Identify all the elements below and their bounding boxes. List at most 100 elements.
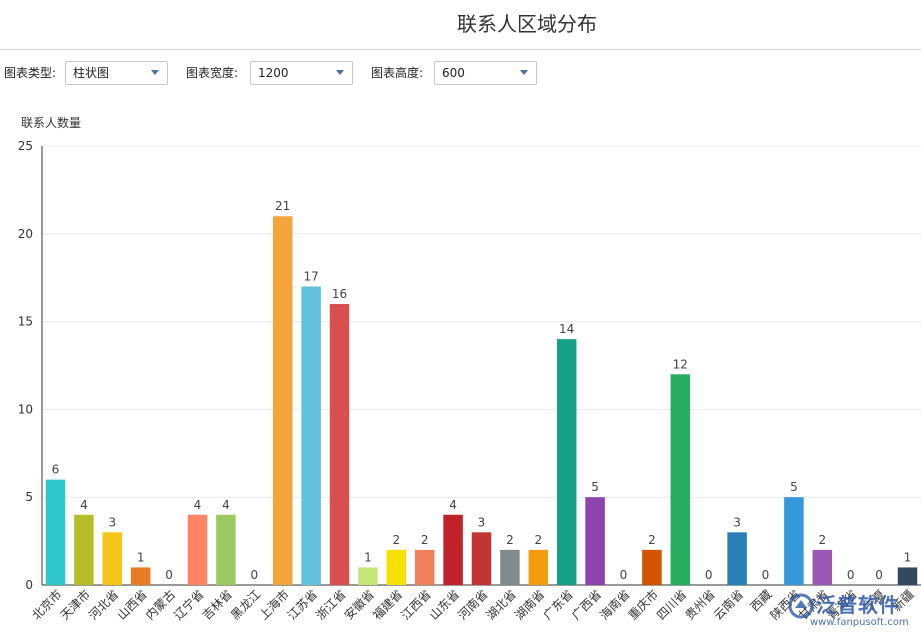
- x-tick-label: 吉林省: [200, 587, 235, 622]
- bar: [301, 286, 321, 585]
- x-tick-label: 湖南省: [511, 587, 547, 623]
- bar: [642, 549, 662, 585]
- data-label: 0: [165, 568, 173, 582]
- bar: [897, 567, 918, 585]
- data-label: 17: [303, 269, 318, 283]
- data-label: 2: [506, 533, 514, 547]
- data-label: 21: [275, 199, 290, 213]
- x-tick-label: 河北省: [86, 587, 121, 622]
- x-tick-label: 海南省: [597, 587, 633, 623]
- x-tick-label: 辽宁省: [171, 587, 207, 623]
- bar: [500, 549, 520, 585]
- data-label: 12: [673, 357, 688, 371]
- chart-width-select[interactable]: 1200: [250, 61, 353, 85]
- watermark-url: www.fanpusoft.com: [810, 617, 909, 628]
- bar-chart: 05101520256北京市4天津市3河北省1山西省0内蒙古4辽宁省4吉林省0黑…: [18, 139, 921, 623]
- y-tick-label: 0: [25, 578, 33, 592]
- data-label: 0: [705, 568, 713, 582]
- data-label: 6: [52, 463, 60, 477]
- bar: [74, 514, 94, 585]
- y-tick-label: 20: [18, 227, 33, 241]
- bar: [784, 497, 804, 585]
- data-label: 0: [847, 568, 855, 582]
- chart-type-label: 图表类型:: [4, 66, 57, 80]
- data-label: 2: [818, 533, 826, 547]
- bar: [358, 567, 378, 585]
- bar: [556, 339, 577, 585]
- chevron-down-icon: [336, 70, 344, 75]
- data-label: 3: [478, 515, 486, 529]
- data-label: 2: [534, 533, 542, 547]
- y-tick-label: 15: [18, 315, 33, 329]
- x-tick-label: 福建省: [369, 587, 405, 623]
- page-title: 联系人区域分布: [457, 12, 597, 36]
- chart-height-value: 600: [442, 66, 465, 80]
- x-tick-label: 天津市: [57, 587, 93, 623]
- data-label: 0: [620, 568, 628, 582]
- brand-logo-icon: [788, 593, 814, 619]
- x-tick-label: 浙江省: [313, 587, 348, 622]
- x-tick-label: 贵州省: [682, 587, 717, 622]
- y-tick-label: 5: [25, 490, 33, 504]
- data-label: 5: [790, 480, 798, 494]
- data-label: 2: [421, 533, 429, 547]
- data-label: 4: [449, 498, 457, 512]
- x-tick-label: 安徽省: [341, 587, 377, 623]
- bar: [45, 479, 66, 585]
- x-tick-label: 北京市: [29, 587, 65, 623]
- data-label: 5: [591, 480, 599, 494]
- chart-type-value: 柱状图: [73, 66, 110, 80]
- x-tick-label: 广东省: [540, 587, 575, 622]
- data-label: 0: [875, 568, 883, 582]
- bar: [130, 567, 151, 585]
- header-divider: [0, 49, 921, 50]
- data-label: 4: [194, 498, 202, 512]
- data-label: 14: [559, 322, 574, 336]
- chart-type-select[interactable]: 柱状图: [65, 61, 168, 85]
- data-label: 3: [733, 515, 741, 529]
- data-label: 1: [364, 550, 372, 564]
- chevron-down-icon: [520, 70, 528, 75]
- bar: [386, 549, 407, 585]
- bar: [670, 374, 691, 585]
- watermark: 泛普软件 www.fanpusoft.com: [786, 587, 921, 635]
- x-tick-label: 江苏省: [285, 587, 320, 622]
- data-label: 2: [648, 533, 656, 547]
- chart-height-label: 图表高度:: [371, 66, 424, 80]
- bar: [102, 532, 123, 585]
- data-label: 1: [904, 550, 912, 564]
- x-tick-label: 四川省: [654, 587, 689, 622]
- y-tick-label: 25: [18, 139, 33, 153]
- data-label: 2: [392, 533, 400, 547]
- bar: [414, 549, 435, 585]
- bar: [443, 514, 463, 585]
- bar: [187, 514, 208, 585]
- data-label: 16: [332, 287, 347, 301]
- x-tick-label: 山西省: [114, 587, 149, 622]
- y-axis-title: 联系人数量: [21, 116, 82, 130]
- x-tick-label: 云南省: [710, 587, 746, 623]
- bar: [727, 532, 747, 585]
- chart-height-select[interactable]: 600: [434, 61, 537, 85]
- x-tick-label: 广西省: [569, 587, 604, 622]
- bar: [329, 304, 350, 585]
- y-tick-label: 10: [18, 402, 33, 416]
- x-tick-label: 山东省: [427, 587, 462, 622]
- data-label: 0: [762, 568, 770, 582]
- data-label: 4: [80, 498, 88, 512]
- watermark-brand: 泛普软件: [816, 593, 900, 617]
- data-label: 3: [108, 515, 116, 529]
- chart-width-value: 1200: [258, 66, 289, 80]
- chevron-down-icon: [151, 70, 159, 75]
- x-tick-label: 河南省: [455, 587, 491, 623]
- data-label: 4: [222, 498, 230, 512]
- x-tick-label: 江西省: [398, 587, 433, 622]
- x-tick-label: 内蒙古: [142, 587, 178, 623]
- bar: [528, 549, 549, 585]
- x-tick-label: 湖北省: [483, 587, 519, 623]
- bar: [585, 497, 605, 585]
- x-tick-label: 黑龙江: [228, 587, 263, 622]
- chart-width-label: 图表宽度:: [186, 66, 239, 80]
- bar: [812, 549, 833, 585]
- bar: [471, 532, 492, 585]
